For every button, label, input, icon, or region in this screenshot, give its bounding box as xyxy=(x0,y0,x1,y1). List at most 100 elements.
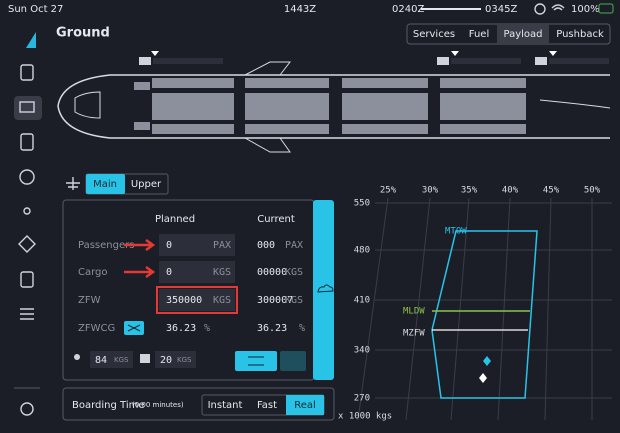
seat-blocks xyxy=(134,78,526,134)
door-markers xyxy=(139,51,609,65)
arrival-time: 0345Z xyxy=(485,4,517,15)
input-box[interactable] xyxy=(155,351,196,368)
person-icon xyxy=(74,354,80,360)
seat-blocks-part xyxy=(245,93,329,120)
grid-line xyxy=(544,197,552,421)
wing-outline xyxy=(244,61,611,153)
y-axis-label: 340 xyxy=(354,346,370,356)
cloud-icon xyxy=(317,284,334,293)
door-markers-part xyxy=(451,58,521,64)
current-cg-marker xyxy=(483,356,491,366)
y-axis-label: 480 xyxy=(354,246,370,256)
speed-option[interactable]: Fast xyxy=(257,400,277,411)
input-box[interactable] xyxy=(90,351,133,368)
upload-button[interactable] xyxy=(313,200,334,380)
radio-icon[interactable] xyxy=(23,207,31,215)
tab[interactable]: Payload xyxy=(504,29,543,40)
x-axis-label: 35% xyxy=(461,186,478,196)
current-unit: PAX xyxy=(285,240,303,251)
current-value: 00000 xyxy=(257,267,287,278)
unit: KGS xyxy=(114,356,129,364)
seat-blocks-part xyxy=(134,122,150,130)
planned-unit: KGS xyxy=(213,267,231,278)
speed-option[interactable]: Real xyxy=(294,400,316,411)
transfer-icon xyxy=(248,356,264,366)
checklist2-icon[interactable] xyxy=(20,271,34,288)
seat-blocks-part xyxy=(440,93,526,120)
seat-map xyxy=(57,51,611,153)
door-markers-part xyxy=(153,58,223,64)
seat-blocks-part xyxy=(152,124,234,134)
tab[interactable]: Pushback xyxy=(556,29,604,40)
logo xyxy=(26,32,36,48)
grid-line xyxy=(357,197,389,421)
current-unit: KGS xyxy=(285,295,303,306)
bag-icon xyxy=(140,354,150,363)
deck-tab-active-bg xyxy=(86,174,125,194)
y-axis-label: 410 xyxy=(354,296,370,306)
row-label: Cargo xyxy=(78,267,108,278)
limit-label: MLDW xyxy=(403,307,425,317)
y-axis-label: 550 xyxy=(354,199,370,209)
deck-tab[interactable]: Upper xyxy=(131,179,162,190)
input-box[interactable] xyxy=(159,234,235,256)
settings-sliders-icon[interactable] xyxy=(20,308,34,320)
settings-icon[interactable] xyxy=(20,402,34,416)
planned-value: 0 xyxy=(166,267,172,278)
boarding-duration: (0.00 minutes) xyxy=(132,401,184,409)
status-bar: Sun Oct 27 1443Z 0240Z 0345Z 100% xyxy=(8,3,614,15)
x-axis-label: 45% xyxy=(543,186,560,196)
door-markers-part xyxy=(151,51,159,56)
row-label: ZFWCG xyxy=(78,323,115,334)
current-value: 36.23 xyxy=(257,323,287,334)
input-box[interactable] xyxy=(159,289,235,311)
seat-blocks-part xyxy=(152,93,234,120)
tab[interactable]: Fuel xyxy=(469,29,489,40)
deck-tab[interactable]: Main xyxy=(93,179,117,190)
planned-unit: PAX xyxy=(213,240,231,251)
battery-level: 100% xyxy=(571,4,600,15)
y-axis-label: 270 xyxy=(354,394,370,404)
boarding-frame xyxy=(62,387,335,421)
seat-blocks-part xyxy=(152,78,234,88)
date: Sun Oct 27 xyxy=(8,4,63,15)
seat-blocks-part xyxy=(245,124,329,134)
speed-option[interactable]: Instant xyxy=(208,400,243,411)
highlight-arrow xyxy=(124,238,156,279)
door-markers-part xyxy=(549,58,609,64)
current-unit: % xyxy=(299,323,305,334)
planned-cg-marker xyxy=(479,373,487,383)
shuffle-icon xyxy=(127,324,141,332)
board-button[interactable] xyxy=(280,351,306,371)
envelope-outline xyxy=(431,230,538,399)
current-unit: KGS xyxy=(285,267,303,278)
input-box[interactable] xyxy=(159,261,235,283)
x-axis-label: 40% xyxy=(502,186,519,196)
calculator-icon[interactable] xyxy=(20,133,34,151)
transfer-button[interactable] xyxy=(235,351,277,371)
bag-weight: 20 xyxy=(160,355,172,366)
seat-blocks-part xyxy=(134,82,150,90)
ground-icon-active[interactable] xyxy=(14,96,42,120)
planned-value: 0 xyxy=(166,240,172,251)
utc-time: 1443Z xyxy=(284,4,316,15)
grid-line xyxy=(405,197,431,421)
seat-blocks-part xyxy=(342,78,428,88)
unit: KGS xyxy=(177,356,192,364)
navigation-icon[interactable] xyxy=(19,169,35,185)
limit-label: MZFW xyxy=(403,329,425,339)
seat-blocks-part xyxy=(245,78,329,88)
top-tabs: Services Fuel Payload Pushback xyxy=(406,23,611,45)
sidebar xyxy=(14,32,42,416)
planned-unit: % xyxy=(204,323,210,334)
checklist-icon[interactable] xyxy=(20,64,34,81)
departure-time: 0240Z xyxy=(392,4,424,15)
tab[interactable]: Services xyxy=(413,29,455,40)
row-label: ZFW xyxy=(78,295,101,306)
planned-value: 36.23 xyxy=(166,323,196,334)
seat-blocks-part xyxy=(440,78,526,88)
failures-icon[interactable] xyxy=(18,235,36,253)
seat-blocks-part xyxy=(342,124,428,134)
planned-value: 350000 xyxy=(166,295,202,306)
